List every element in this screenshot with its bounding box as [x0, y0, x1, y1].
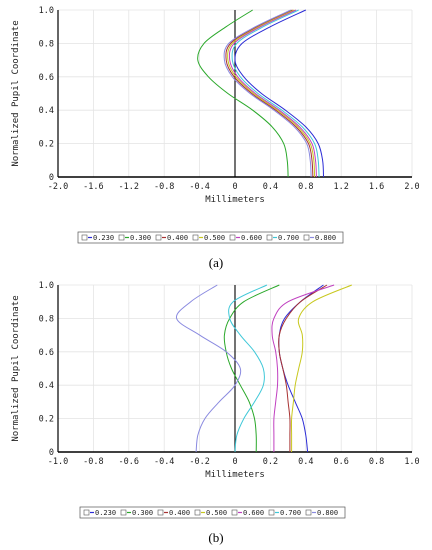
y-tick-label: 0.8 — [39, 314, 54, 324]
series-line-0.400 — [278, 284, 328, 453]
legend-checkbox-icon — [268, 509, 275, 516]
legend-entry: 0.600 — [243, 509, 264, 517]
x-tick-label: -1.0 — [48, 457, 68, 467]
panel-caption: (b) — [208, 530, 223, 545]
series-line-0.300 — [197, 9, 289, 178]
x-axis-label: Millimeters — [205, 195, 265, 205]
legend-checkbox-icon — [266, 234, 273, 241]
x-tick-label: 0.4 — [263, 182, 278, 192]
legend-entry: 0.400 — [167, 234, 188, 242]
x-tick-label: -1.6 — [83, 182, 103, 192]
y-tick-label: 0 — [49, 448, 54, 458]
series-line-0.500 — [290, 284, 352, 453]
series-line-0.800 — [176, 284, 242, 453]
y-tick-label: 0.4 — [39, 106, 54, 116]
y-tick-label: 1.0 — [39, 281, 54, 291]
y-tick-label: 0 — [49, 173, 54, 183]
legend-entry: 0.600 — [241, 234, 262, 242]
legend-entry: 0.500 — [204, 234, 225, 242]
x-tick-label: 0.2 — [263, 457, 278, 467]
x-tick-label: 2.0 — [404, 182, 419, 192]
legend-entry: 0.230 — [95, 509, 116, 517]
x-tick-label: 0.4 — [298, 457, 313, 467]
series-line-0.800 — [223, 9, 312, 178]
y-axis-label: Normalized Pupil Coordinate — [11, 295, 21, 441]
panel-caption: (a) — [209, 255, 223, 270]
legend-entry: 0.400 — [169, 509, 190, 517]
series-line-0.600 — [228, 9, 317, 178]
x-tick-label: -0.4 — [154, 457, 174, 467]
x-tick-label: 1.6 — [369, 182, 384, 192]
legend-entry: 0.700 — [278, 234, 299, 242]
x-tick-label: 0.8 — [369, 457, 384, 467]
x-tick-label: -0.2 — [189, 457, 209, 467]
legend-box — [79, 506, 346, 519]
legend-entry: 0.700 — [280, 509, 301, 517]
series-line-0.500 — [227, 9, 316, 178]
legend-entry: 0.800 — [315, 234, 336, 242]
x-tick-label: 0.8 — [298, 182, 313, 192]
series-line-0.700 — [231, 9, 320, 178]
legend-checkbox-icon — [229, 234, 236, 241]
x-tick-label: -1.2 — [119, 182, 139, 192]
x-axis-label: Millimeters — [205, 470, 265, 480]
x-tick-label: 0.6 — [334, 457, 349, 467]
legend-checkbox-icon — [118, 234, 125, 241]
x-tick-label: -0.6 — [119, 457, 139, 467]
series-line-0.230 — [234, 9, 324, 178]
x-tick-label: 0 — [232, 182, 237, 192]
y-tick-label: 0.2 — [39, 415, 54, 425]
legend-checkbox-icon — [120, 509, 127, 516]
y-tick-label: 0.6 — [39, 348, 54, 358]
y-tick-label: 0.2 — [39, 140, 54, 150]
legend-checkbox-icon — [81, 234, 88, 241]
legend-entry: 0.300 — [130, 234, 151, 242]
legend-checkbox-icon — [303, 234, 310, 241]
legend-checkbox-icon — [155, 234, 162, 241]
legend-entry: 0.300 — [132, 509, 153, 517]
y-tick-label: 0.4 — [39, 381, 54, 391]
legend-entry: 0.230 — [93, 234, 114, 242]
legend-entry: 0.500 — [206, 509, 227, 517]
x-tick-label: -0.8 — [83, 457, 103, 467]
series-line-0.600 — [271, 284, 335, 452]
legend-checkbox-icon — [192, 234, 199, 241]
x-tick-label: -0.8 — [154, 182, 174, 192]
chart-b: -1.0 -0.8 -0.6 -0.4 -0.2 0 0.2 0.4 0.6 0.8 1.0 0 0.2… — [11, 281, 420, 545]
series-line-0.230 — [278, 284, 324, 453]
y-tick-label: 1.0 — [39, 6, 54, 16]
legend-checkbox-icon — [83, 509, 90, 516]
x-tick-label: -0.4 — [189, 182, 209, 192]
y-tick-label: 0.6 — [39, 73, 54, 83]
x-tick-label: 1.2 — [334, 182, 349, 192]
x-tick-label: 1.0 — [404, 457, 419, 467]
legend-entry: 0.800 — [317, 509, 338, 517]
legend-checkbox-icon — [157, 509, 164, 516]
series-line-0.400 — [225, 9, 314, 178]
chart-a: -2.0 -1.6 -1.2 -0.8 -0.4 0 0.4 0.8 1.2 1.6 2.0 0 0.2… — [11, 6, 420, 270]
legend-box — [77, 231, 344, 244]
x-tick-label: 0 — [232, 457, 237, 467]
x-tick-label: -2.0 — [48, 182, 68, 192]
legend-checkbox-icon — [194, 509, 201, 516]
y-tick-label: 0.8 — [39, 39, 54, 49]
y-axis-label: Normalized Pupil Coordinate — [11, 20, 21, 166]
series-line-0.300 — [223, 284, 280, 453]
series-line-0.700 — [228, 284, 268, 453]
legend-checkbox-icon — [231, 509, 238, 516]
legend-checkbox-icon — [305, 509, 312, 516]
